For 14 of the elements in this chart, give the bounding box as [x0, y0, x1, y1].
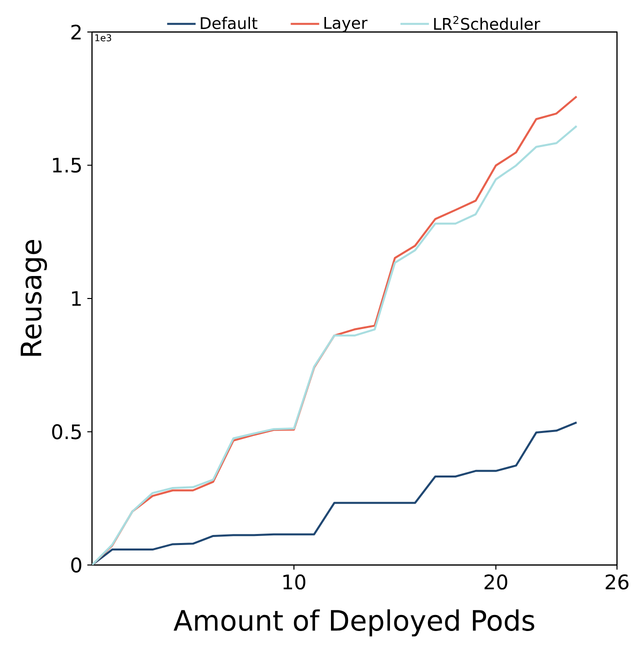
y-tick-label: 1.5	[53, 158, 81, 173]
x-tick-label: 10	[283, 574, 306, 590]
y-axis-title: Reusage	[20, 240, 48, 356]
legend-label: Default	[200, 16, 258, 30]
y-tick-label: 0.5	[52, 424, 81, 440]
x-tick-label: 20	[484, 574, 508, 590]
legend-label: Layer	[324, 17, 368, 32]
y-tick-label: 1	[72, 291, 81, 306]
legend-label: LR$^{2}$Scheduler	[434, 16, 540, 30]
x-axis-title: Amount of Deployed Pods	[174, 609, 534, 636]
x-tick-label: 26	[606, 574, 628, 590]
annotation: 1e3	[95, 34, 112, 42]
y-tick-label: 2	[71, 24, 81, 40]
y-tick-label: 0	[71, 557, 82, 573]
